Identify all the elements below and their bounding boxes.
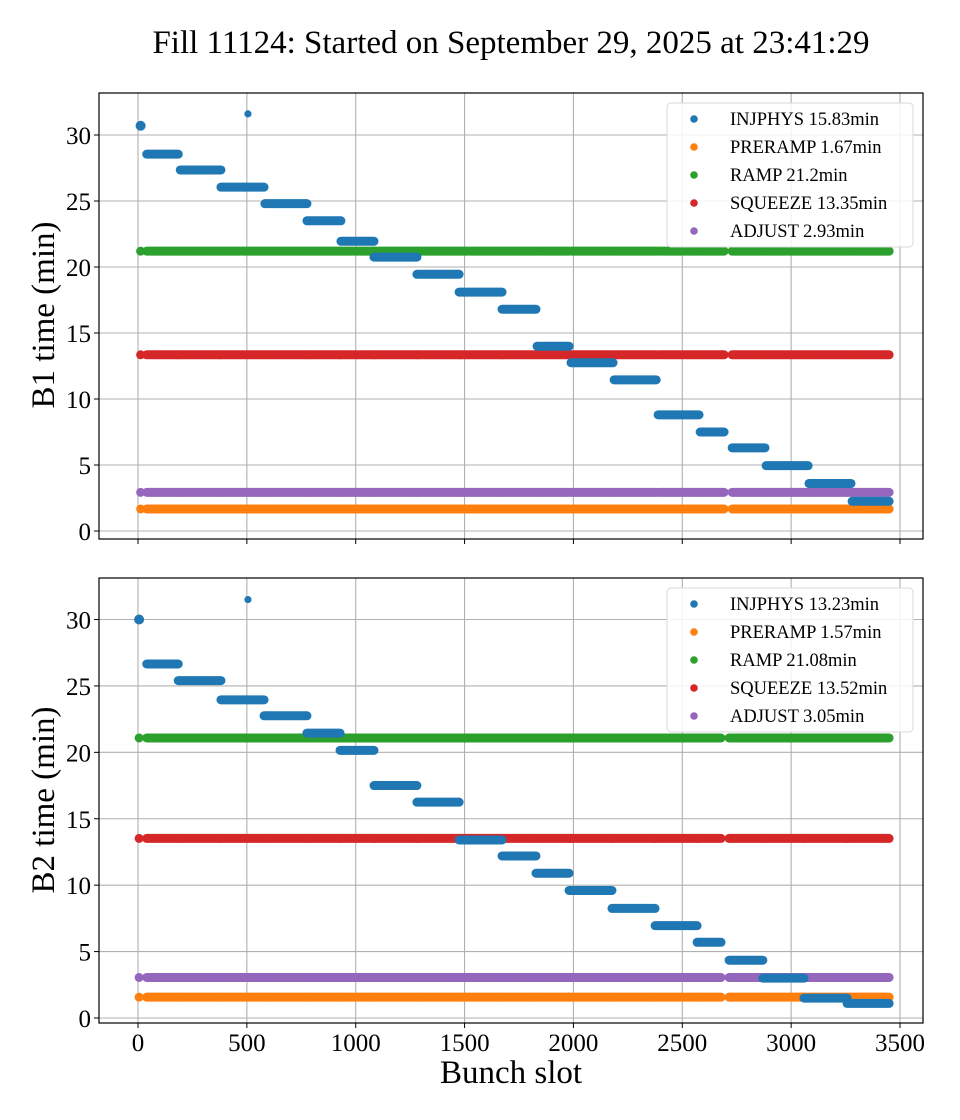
- series-adjust: [136, 487, 894, 497]
- legend-marker-adjust: [690, 712, 698, 720]
- series-preramp: [136, 504, 894, 514]
- y-tick-label: 20: [66, 255, 91, 282]
- x-tick-label: 2500: [657, 1030, 707, 1057]
- panel-b1: 0 5 10 15 20 25 30 INJPHYS 15.83min PRERAMP 1.67…: [66, 92, 924, 546]
- series-injphys: [135, 110, 894, 506]
- y-tick-label: 30: [66, 608, 91, 635]
- legend-label-ramp: RAMP 21.08min: [730, 651, 857, 671]
- legend-marker-injphys: [690, 600, 698, 608]
- y-tick-label: 0: [79, 1006, 92, 1033]
- y-tick-label: 0: [79, 519, 92, 546]
- legend-label-squeeze: SQUEEZE 13.52min: [730, 679, 887, 699]
- y-tick-label: 20: [66, 740, 91, 767]
- data-point-injphys: [244, 110, 252, 118]
- data-point-injphys: [134, 614, 145, 625]
- panel-b2: 0 500 1000 1500 2000 2500 3000 3500 0 5 10 15 20 25 30…: [66, 577, 925, 1057]
- series-squeeze: [136, 350, 894, 360]
- series-squeeze: [134, 833, 894, 843]
- series-preramp: [134, 992, 894, 1002]
- legend-label-ramp: RAMP 21.2min: [730, 166, 848, 186]
- y-tick-label: 5: [79, 940, 92, 967]
- legend-label-injphys: INJPHYS 13.23min: [730, 595, 879, 615]
- data-point-adjust: [134, 972, 144, 982]
- legend-label-adjust: ADJUST 2.93min: [730, 222, 864, 242]
- series-ramp: [136, 246, 894, 256]
- legend-marker-injphys: [690, 115, 698, 123]
- y-tick-label: 25: [66, 189, 91, 216]
- x-tick-label: 3000: [766, 1030, 816, 1057]
- legend: INJPHYS 15.83min PRERAMP 1.67min RAMP 21.2…: [666, 102, 914, 248]
- axes-frame: [98, 577, 924, 1024]
- x-tick-label: 1000: [331, 1030, 381, 1057]
- data-point-injphys: [135, 120, 146, 131]
- data-point-ramp: [134, 733, 144, 743]
- legend-marker-squeeze: [690, 684, 698, 692]
- series-injphys: [134, 595, 894, 1008]
- data-point-injphys: [244, 595, 252, 604]
- x-tick-label: 1500: [440, 1030, 490, 1057]
- legend-marker-ramp: [690, 656, 698, 664]
- legend-marker-adjust: [690, 227, 698, 235]
- legend-marker-squeeze: [690, 199, 698, 207]
- axes-frame: [98, 92, 924, 540]
- y-tick-label: 15: [66, 807, 91, 834]
- y-axis-label-b1: B1 time (min): [26, 222, 62, 409]
- x-tick-label: 0: [132, 1030, 145, 1057]
- y-axis-label-b2: B2 time (min): [26, 707, 62, 894]
- y-tick-label: 30: [66, 123, 91, 150]
- x-tick-label: 500: [228, 1030, 266, 1057]
- series-ramp: [134, 733, 894, 743]
- y-tick-label: 25: [66, 674, 91, 701]
- legend-label-injphys: INJPHYS 15.83min: [730, 110, 879, 130]
- legend-label-preramp: PRERAMP 1.57min: [730, 623, 881, 643]
- x-axis-label: Bunch slot: [440, 1055, 582, 1091]
- legend-marker-preramp: [690, 628, 698, 636]
- legend-box: [666, 587, 914, 733]
- legend-label-adjust: ADJUST 3.05min: [730, 707, 864, 727]
- legend-label-preramp: PRERAMP 1.67min: [730, 138, 881, 158]
- y-tick-label: 10: [66, 873, 91, 900]
- legend-label-squeeze: SQUEEZE 13.35min: [730, 194, 887, 214]
- y-tick-label: 10: [66, 387, 91, 414]
- legend-marker-ramp: [690, 171, 698, 179]
- data-point-squeeze: [134, 833, 144, 843]
- legend-box: [666, 102, 914, 248]
- data-point-preramp: [134, 992, 144, 1002]
- legend: INJPHYS 13.23min PRERAMP 1.57min RAMP 21.0…: [666, 587, 914, 733]
- y-tick-label: 5: [79, 453, 92, 480]
- legend-marker-preramp: [690, 143, 698, 151]
- y-tick-label: 15: [66, 321, 91, 348]
- chart-title: Fill 11124: Started on September 29, 202…: [152, 25, 869, 61]
- x-tick-label: 2000: [548, 1030, 598, 1057]
- x-tick-label: 3500: [875, 1030, 925, 1057]
